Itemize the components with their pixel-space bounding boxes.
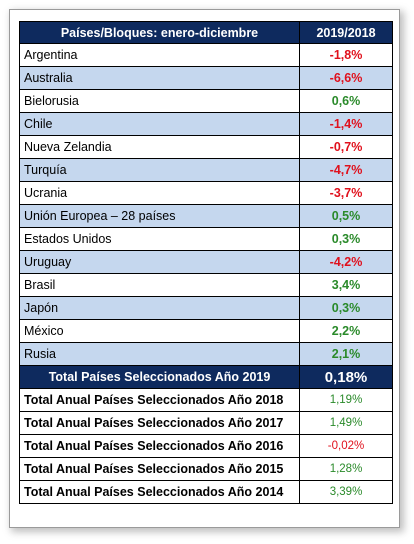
table-row: Unión Europea – 28 países 0,5% — [19, 204, 393, 228]
total-value: 0,18% — [299, 365, 393, 389]
country-value: -6,6% — [299, 66, 393, 90]
annual-label: Total Anual Países Seleccionados Año 201… — [19, 457, 300, 481]
country-name: Unión Europea – 28 países — [19, 204, 300, 228]
country-name: Bielorusia — [19, 89, 300, 113]
table-row: Estados Unidos 0,3% — [19, 227, 393, 251]
table-card: Países/Bloques: enero-diciembre 2019/201… — [9, 9, 400, 528]
annual-row: Total Anual Países Seleccionados Año 201… — [19, 457, 393, 481]
annual-label: Total Anual Países Seleccionados Año 201… — [19, 434, 300, 458]
annual-value: 1,19% — [299, 388, 393, 412]
annual-row: Total Anual Países Seleccionados Año 201… — [19, 480, 393, 504]
table-row: Turquía -4,7% — [19, 158, 393, 182]
annual-row: Total Anual Países Seleccionados Año 201… — [19, 411, 393, 435]
table-row: Chile -1,4% — [19, 112, 393, 136]
country-name: Japón — [19, 296, 300, 320]
country-value: -0,7% — [299, 135, 393, 159]
annual-value: 1,49% — [299, 411, 393, 435]
country-name: Ucrania — [19, 181, 300, 205]
annual-value: 3,39% — [299, 480, 393, 504]
country-name: Nueva Zelandia — [19, 135, 300, 159]
data-table: Países/Bloques: enero-diciembre 2019/201… — [19, 21, 393, 504]
table-row: Rusia 2,1% — [19, 342, 393, 366]
table-row: Argentina -1,8% — [19, 43, 393, 67]
country-name: Rusia — [19, 342, 300, 366]
table-body: Argentina -1,8% Australia -6,6% Bielorusia 0,… — [19, 43, 393, 504]
table-row: Nueva Zelandia -0,7% — [19, 135, 393, 159]
annual-label: Total Anual Países Seleccionados Año 201… — [19, 480, 300, 504]
country-value: 2,1% — [299, 342, 393, 366]
annual-value: -0,02% — [299, 434, 393, 458]
table-row: Brasil 3,4% — [19, 273, 393, 297]
country-value: -1,4% — [299, 112, 393, 136]
country-value: -4,7% — [299, 158, 393, 182]
country-value: 3,4% — [299, 273, 393, 297]
header-row: Países/Bloques: enero-diciembre 2019/201… — [19, 21, 393, 44]
table-row: Bielorusia 0,6% — [19, 89, 393, 113]
country-name: Brasil — [19, 273, 300, 297]
table-row: Australia -6,6% — [19, 66, 393, 90]
header-countries: Países/Bloques: enero-diciembre — [19, 21, 300, 44]
annual-row: Total Anual Países Seleccionados Año 201… — [19, 388, 393, 412]
header-period: 2019/2018 — [299, 21, 393, 44]
country-value: 0,6% — [299, 89, 393, 113]
table-row: Uruguay -4,2% — [19, 250, 393, 274]
country-value: 2,2% — [299, 319, 393, 343]
country-name: Australia — [19, 66, 300, 90]
country-value: -1,8% — [299, 43, 393, 67]
country-value: 0,3% — [299, 227, 393, 251]
annual-row: Total Anual Países Seleccionados Año 201… — [19, 434, 393, 458]
country-name: Uruguay — [19, 250, 300, 274]
annual-label: Total Anual Países Seleccionados Año 201… — [19, 411, 300, 435]
country-name: Turquía — [19, 158, 300, 182]
country-value: -3,7% — [299, 181, 393, 205]
total-label: Total Países Seleccionados Año 2019 — [19, 365, 300, 389]
annual-value: 1,28% — [299, 457, 393, 481]
country-value: 0,3% — [299, 296, 393, 320]
country-name: Chile — [19, 112, 300, 136]
country-value: -4,2% — [299, 250, 393, 274]
total-row: Total Países Seleccionados Año 2019 0,18% — [19, 365, 393, 389]
table-row: Japón 0,3% — [19, 296, 393, 320]
table-row: México 2,2% — [19, 319, 393, 343]
country-value: 0,5% — [299, 204, 393, 228]
country-name: Estados Unidos — [19, 227, 300, 251]
country-name: Argentina — [19, 43, 300, 67]
country-name: México — [19, 319, 300, 343]
annual-label: Total Anual Países Seleccionados Año 201… — [19, 388, 300, 412]
table-row: Ucrania -3,7% — [19, 181, 393, 205]
